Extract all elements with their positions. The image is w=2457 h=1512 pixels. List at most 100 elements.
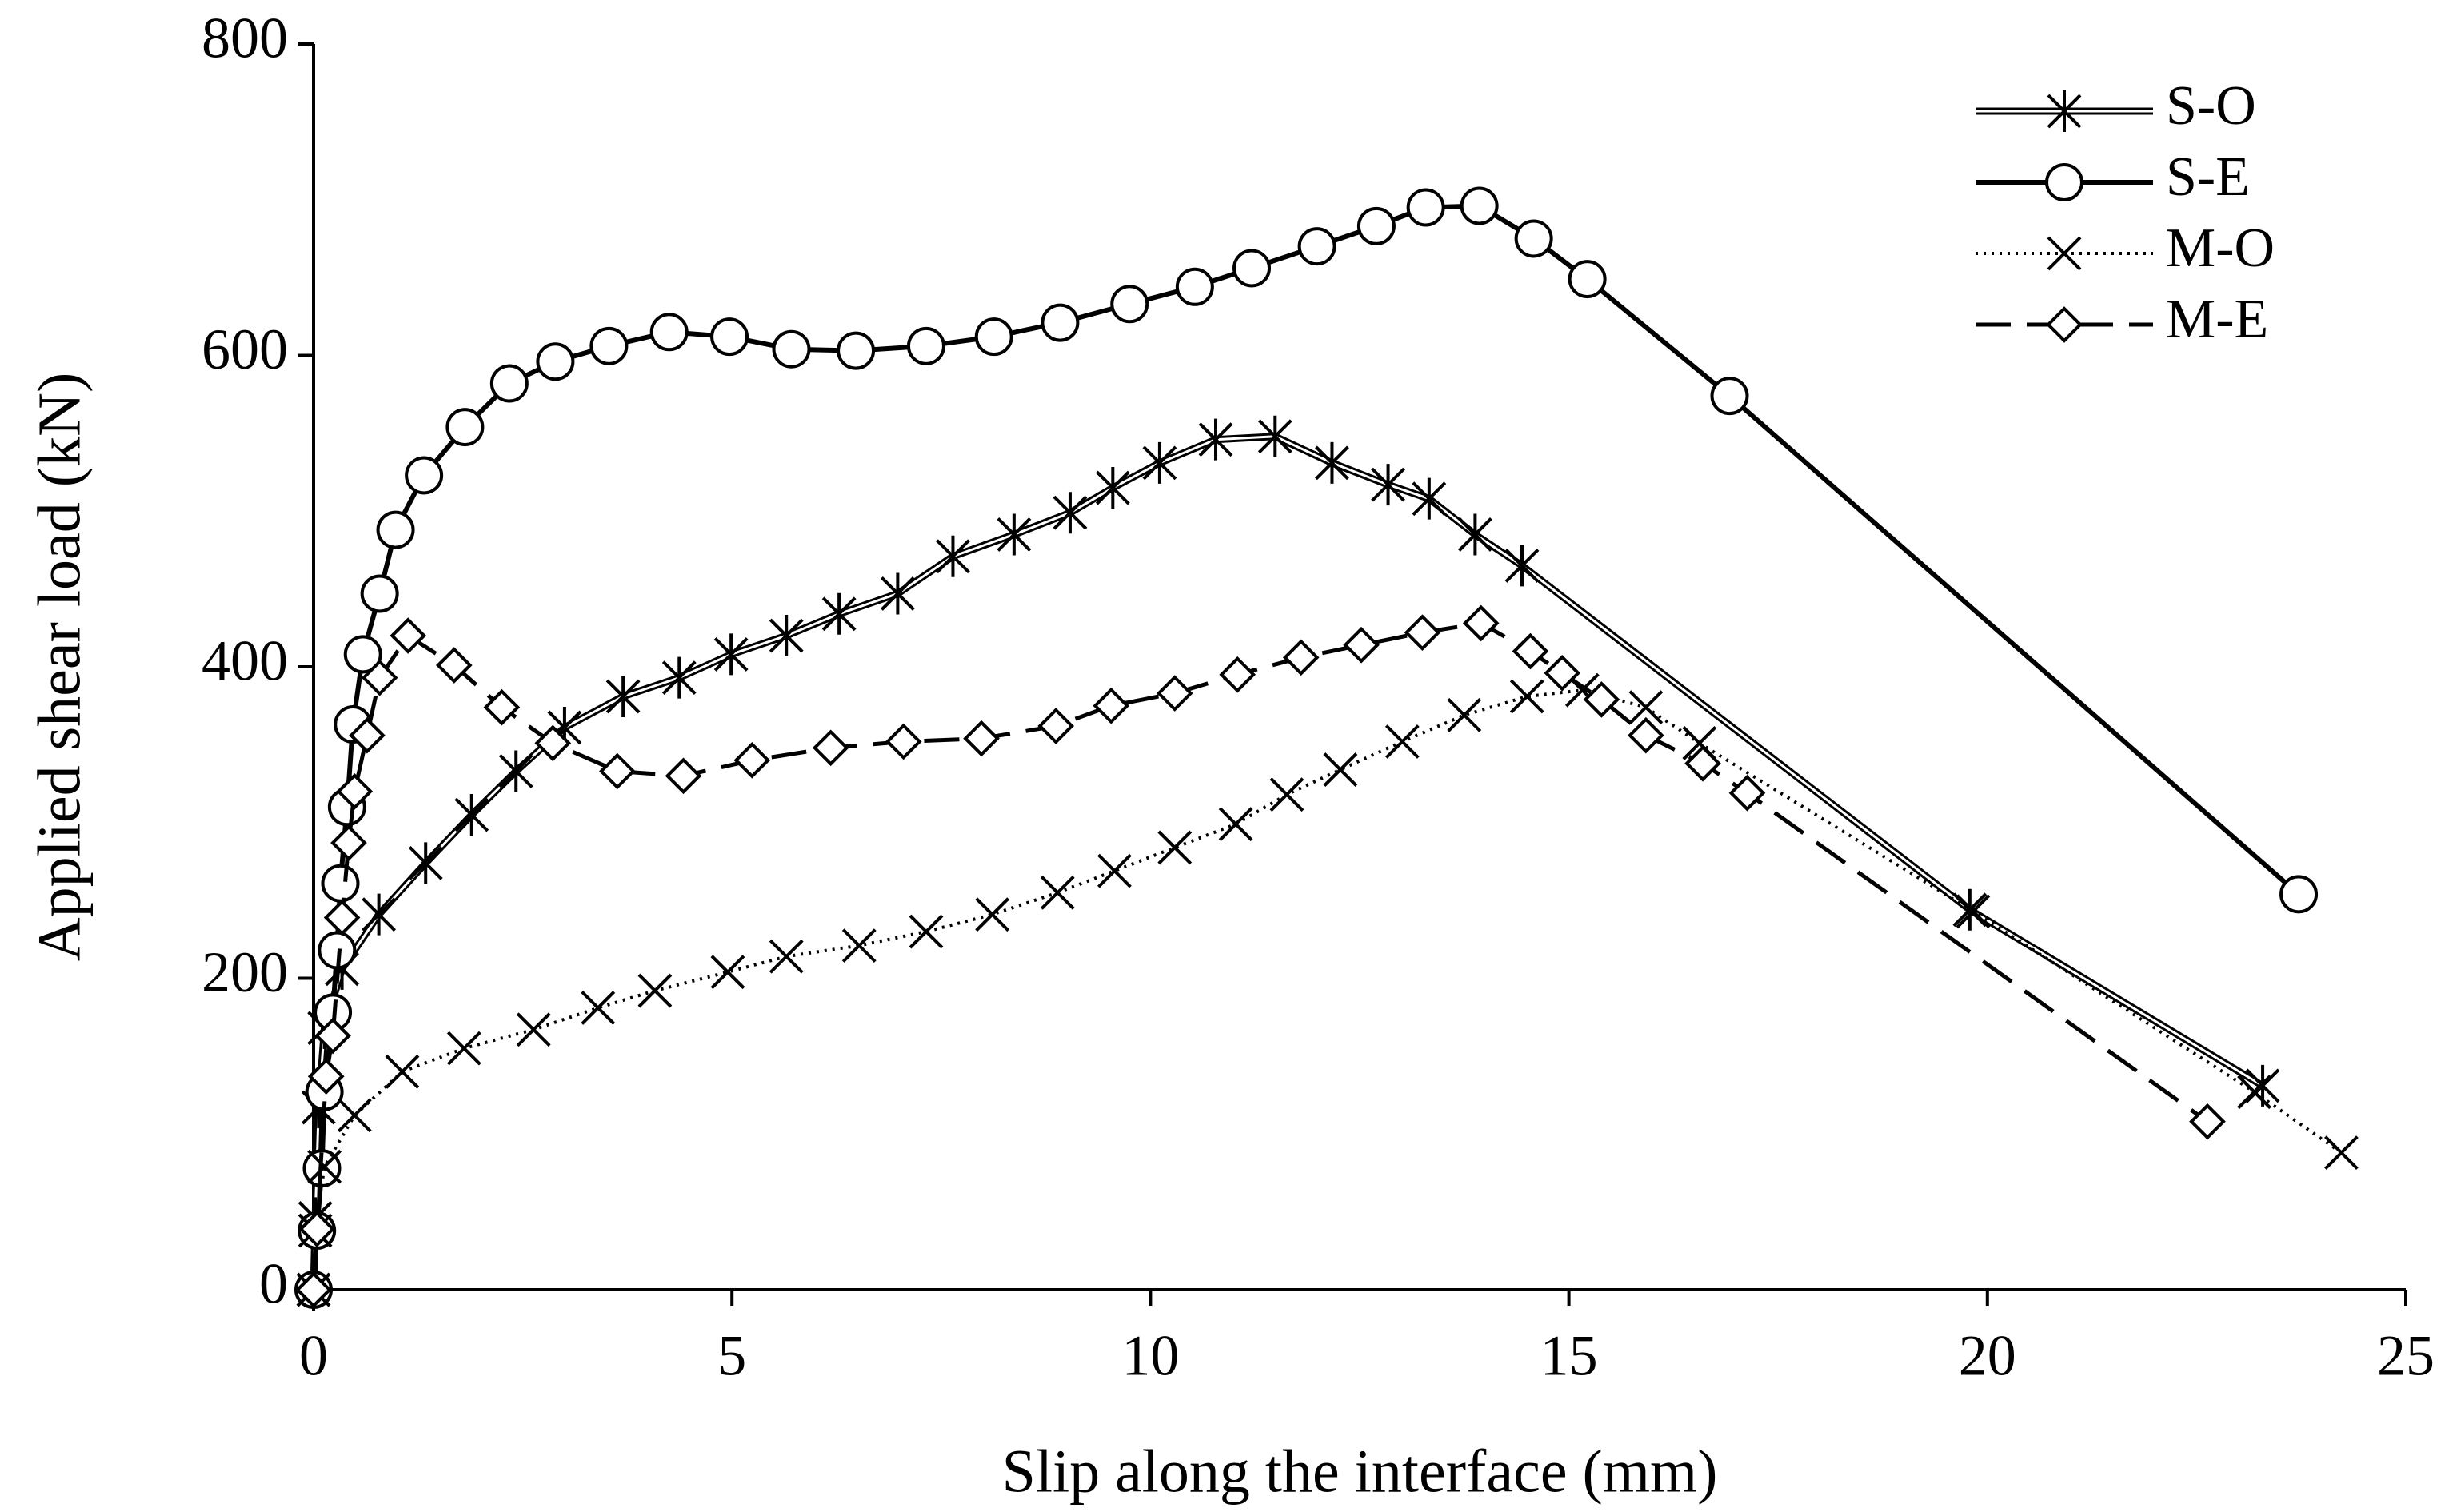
marker [2046, 306, 2083, 343]
x-tick-label: 15 [1540, 1324, 1598, 1388]
marker [536, 342, 575, 381]
marker [772, 329, 811, 369]
marker [1110, 285, 1149, 324]
marker [435, 647, 473, 684]
marker [812, 729, 849, 767]
marker [1323, 752, 1358, 787]
marker [2047, 90, 2082, 132]
legend-label: S-E [2166, 146, 2250, 208]
marker [1269, 777, 1304, 812]
marker [1568, 260, 1607, 299]
y-tick-label: 400 [202, 629, 288, 693]
marker [1460, 186, 1499, 225]
marker [360, 574, 399, 613]
marker [1156, 675, 1193, 712]
marker [1504, 545, 1540, 587]
marker [1728, 774, 1766, 812]
marker [975, 897, 1010, 932]
marker [343, 635, 382, 674]
marker [2045, 163, 2083, 201]
marker [665, 757, 702, 795]
marker [1406, 188, 1445, 227]
series-line [310, 433, 2265, 1291]
marker [1257, 415, 1292, 457]
marker [1282, 639, 1320, 676]
marker [337, 1098, 372, 1133]
marker [1509, 679, 1544, 714]
marker [1097, 853, 1132, 888]
marker [589, 326, 629, 365]
marker [1053, 492, 1088, 534]
marker [769, 939, 804, 974]
marker [385, 1054, 420, 1089]
marker [1157, 830, 1193, 865]
marker [769, 615, 804, 657]
marker [2237, 1075, 2272, 1110]
marker [581, 991, 616, 1025]
marker [362, 893, 397, 936]
marker [1297, 227, 1336, 266]
marker [446, 1031, 481, 1066]
x-tick-label: 25 [2377, 1324, 2435, 1388]
marker [405, 456, 444, 495]
marker [361, 659, 398, 696]
marker [298, 1211, 336, 1247]
y-axis-label: Applied shear load (kN) [26, 373, 93, 962]
marker [1315, 441, 1349, 484]
series-line [311, 203, 2301, 1291]
marker [713, 633, 749, 676]
marker [1041, 303, 1080, 342]
marker [661, 656, 697, 699]
marker [336, 772, 374, 810]
marker [349, 716, 386, 754]
marker [323, 899, 361, 936]
marker [1142, 441, 1177, 484]
marker [408, 842, 443, 884]
x-tick-label: 0 [299, 1324, 328, 1388]
marker [605, 676, 641, 718]
marker [2324, 1135, 2359, 1171]
marker [2189, 1103, 2226, 1140]
marker [1040, 875, 1075, 910]
marker [1512, 632, 1549, 670]
marker [1384, 724, 1420, 759]
marker [1404, 614, 1441, 651]
marker [1514, 219, 1553, 258]
marker [534, 724, 572, 762]
marker [637, 973, 673, 1008]
legend-label: S-O [2166, 75, 2256, 137]
marker [906, 326, 945, 365]
marker [1684, 744, 1721, 782]
marker [483, 688, 521, 726]
legend-label: M-O [2166, 217, 2275, 279]
marker [974, 317, 1013, 357]
marker [880, 572, 915, 615]
x-tick-label: 5 [717, 1324, 746, 1388]
y-tick-label: 200 [202, 940, 288, 1004]
marker [307, 1058, 345, 1095]
marker [1956, 894, 1991, 929]
marker [1095, 467, 1130, 509]
marker [909, 914, 944, 949]
marker [307, 1149, 342, 1184]
marker [1232, 249, 1272, 288]
marker [1343, 626, 1380, 664]
marker [821, 592, 857, 635]
marker [649, 313, 689, 352]
marker [885, 723, 922, 760]
marker [1219, 656, 1256, 693]
marker [963, 720, 1000, 757]
y-tick-label: 0 [259, 1252, 288, 1316]
marker [1175, 267, 1214, 306]
marker [454, 794, 489, 836]
marker [841, 928, 877, 963]
marker [1628, 716, 1664, 754]
marker [376, 510, 415, 549]
marker [997, 513, 1032, 556]
marker [1218, 807, 1253, 842]
marker [1447, 697, 1482, 732]
marker [936, 535, 970, 577]
marker [710, 955, 745, 990]
marker [1710, 377, 1749, 416]
